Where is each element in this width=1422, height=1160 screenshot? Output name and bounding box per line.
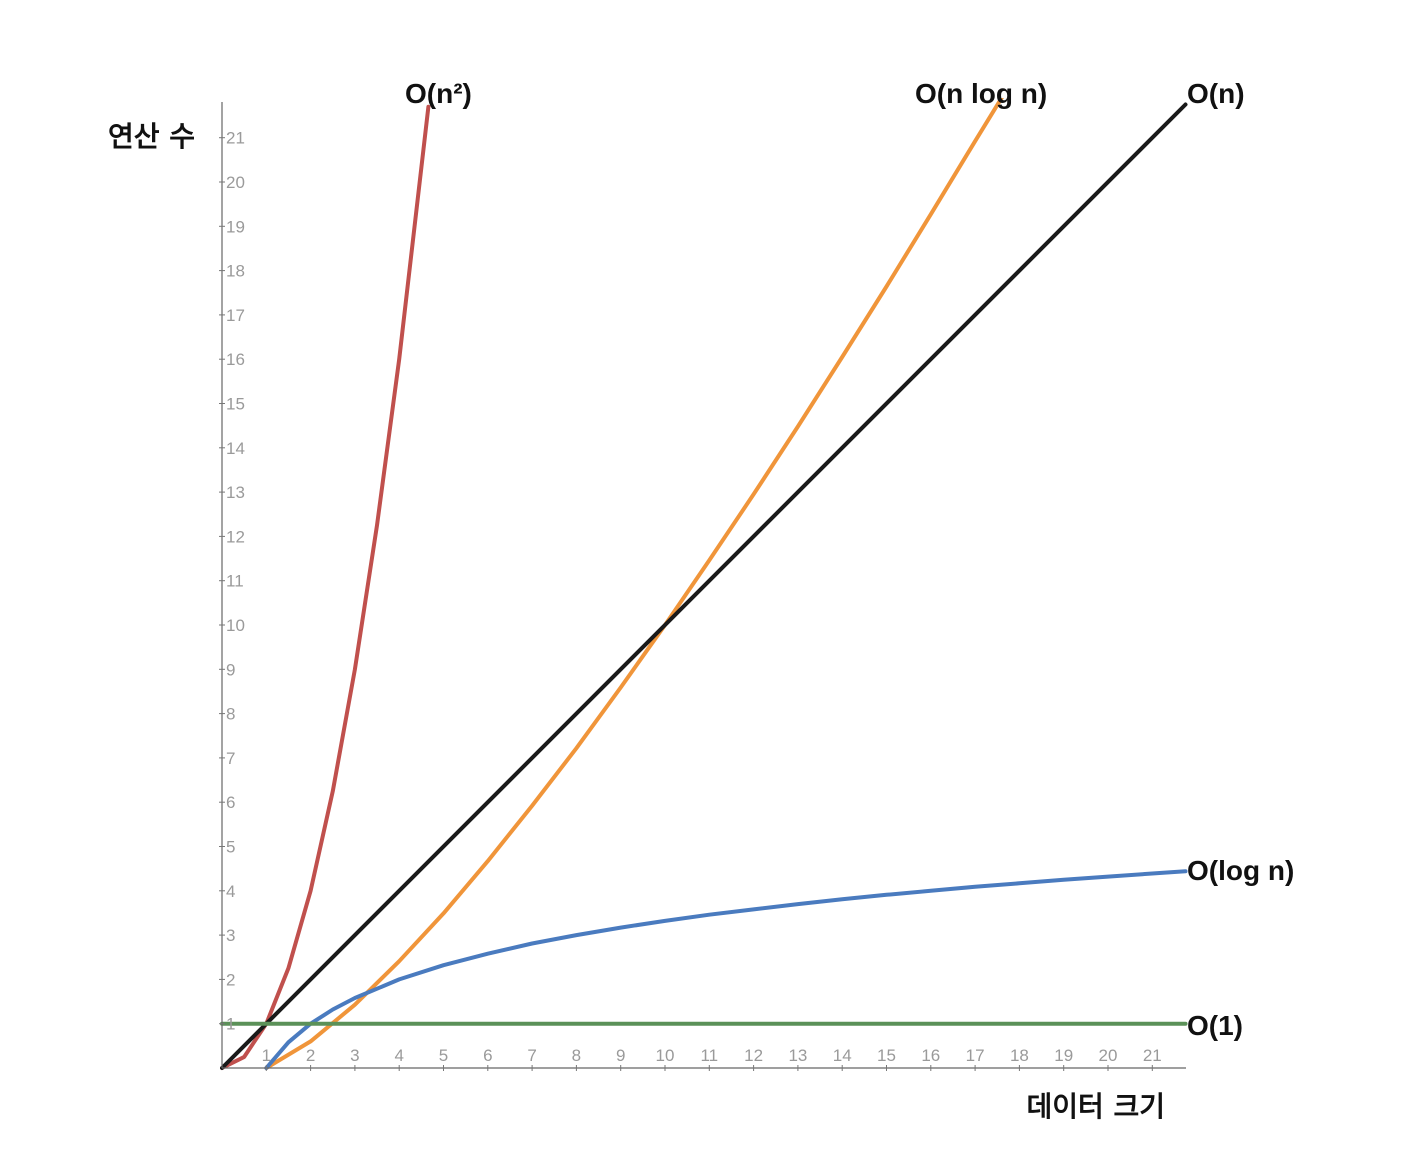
y-tick-label: 12: [226, 527, 245, 546]
x-tick-label: 11: [700, 1046, 718, 1065]
y-tick-label: 19: [226, 217, 245, 236]
y-tick-label: 7: [226, 749, 235, 768]
x-tick-label: 13: [788, 1046, 807, 1065]
x-tick-label: 17: [966, 1046, 985, 1065]
y-tick-label: 1: [226, 1015, 235, 1034]
y-tick-label: 6: [226, 793, 235, 812]
x-tick-label: 19: [1054, 1046, 1073, 1065]
series-line-o-n2: [220, 104, 431, 1070]
x-tick-label: 7: [527, 1046, 536, 1065]
series-line-o-log-n: [264, 869, 1188, 1070]
x-tick-label: 12: [744, 1046, 763, 1065]
y-tick-label: 15: [226, 395, 245, 414]
series-label-o-log-n: O(log n): [1187, 855, 1294, 886]
x-tick-label: 14: [833, 1046, 852, 1065]
y-tick-label: 5: [226, 838, 235, 857]
y-tick-label: 8: [226, 705, 235, 724]
series-line-o-n-log-n: [264, 98, 1004, 1070]
x-tick-label: 15: [877, 1046, 896, 1065]
y-tick-label: 16: [226, 350, 245, 369]
y-axis-title: 연산 수: [108, 120, 195, 153]
x-tick-label: 4: [394, 1046, 403, 1065]
series-line-o-n: [220, 102, 1188, 1070]
y-tick-label: 4: [226, 882, 235, 901]
x-tick-label: 10: [656, 1046, 675, 1065]
y-tick-label: 13: [226, 483, 245, 502]
labels-layer: O(n²) O(n log n) O(n) O(log n) O(1): [405, 78, 1294, 1041]
series-label-o-n: O(n): [1187, 78, 1245, 109]
x-tick-label: 8: [572, 1046, 581, 1065]
x-tick-label: 16: [921, 1046, 940, 1065]
x-tick-label: 9: [616, 1046, 625, 1065]
y-tick-label: 2: [226, 970, 235, 989]
x-tick-label: 3: [350, 1046, 359, 1065]
x-tick-label: 1: [262, 1046, 271, 1065]
series-label-o-n2: O(n²): [405, 78, 472, 109]
y-tick-label: 17: [226, 306, 245, 325]
x-tick-label: 21: [1143, 1046, 1162, 1065]
series-label-o-1: O(1): [1187, 1010, 1243, 1041]
series-layer: [220, 98, 1188, 1070]
y-tick-label: 21: [226, 129, 245, 148]
series-label-o-n-log-n: O(n log n): [915, 78, 1047, 109]
x-tick-label: 5: [439, 1046, 448, 1065]
y-tick-label: 20: [226, 173, 245, 192]
y-tick-label: 9: [226, 660, 235, 679]
x-tick-label: 20: [1099, 1046, 1118, 1065]
y-tick-label: 18: [226, 262, 245, 281]
y-tick-label: 14: [226, 439, 245, 458]
x-axis-title: 데이터 크기: [1026, 1090, 1165, 1123]
y-tick-label: 10: [226, 616, 245, 635]
x-tick-label: 6: [483, 1046, 492, 1065]
y-tick-label: 11: [226, 572, 244, 591]
y-tick-label: 3: [226, 926, 235, 945]
x-tick-label: 18: [1010, 1046, 1029, 1065]
x-tick-label: 2: [306, 1046, 315, 1065]
